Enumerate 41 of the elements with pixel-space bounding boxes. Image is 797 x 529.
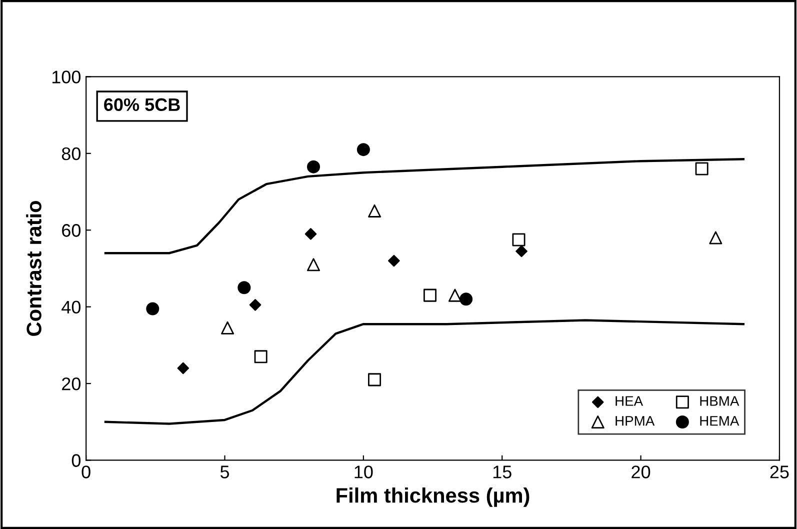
point	[695, 162, 708, 176]
x-tick-label: 15	[493, 466, 512, 478]
point	[512, 233, 526, 246]
point	[146, 302, 160, 316]
point	[388, 254, 400, 267]
point	[238, 281, 251, 294]
point	[448, 288, 462, 302]
x-tick-label: 20	[632, 466, 650, 478]
point	[423, 288, 437, 302]
x-tick-label: 0	[82, 466, 90, 478]
point	[307, 258, 320, 272]
legend-label: HEA	[616, 396, 644, 406]
point	[304, 228, 317, 240]
legend-label: HPMA	[616, 416, 655, 426]
point	[356, 143, 370, 156]
point	[249, 299, 262, 311]
y-tick-label: 20	[62, 377, 81, 390]
point	[307, 160, 320, 174]
y-tick-label: 0	[72, 454, 81, 467]
y-tick-label: 100	[52, 70, 81, 84]
legend-label: HEMA	[700, 416, 740, 426]
point	[254, 350, 268, 364]
x-tick-label: 10	[354, 466, 373, 478]
point	[368, 204, 382, 218]
line-series	[104, 158, 745, 254]
y-tick-label: 60	[62, 224, 81, 237]
annotation: 60% 5CB	[104, 98, 180, 112]
point	[177, 362, 190, 374]
point	[516, 245, 528, 258]
x-axis-title: Film thickness (µm)	[336, 487, 530, 507]
point	[221, 321, 234, 334]
point	[368, 373, 382, 386]
x-tick-label: 25	[770, 466, 789, 478]
y-tick-label: 40	[62, 300, 81, 314]
legend-label: HBMA	[700, 396, 740, 406]
line-series	[104, 319, 745, 425]
point	[709, 231, 722, 244]
y-axis-title: Contrast ratio	[26, 200, 42, 336]
x-tick-label: 5	[220, 466, 230, 478]
y-tick-label: 80	[62, 147, 81, 160]
point	[460, 292, 473, 306]
